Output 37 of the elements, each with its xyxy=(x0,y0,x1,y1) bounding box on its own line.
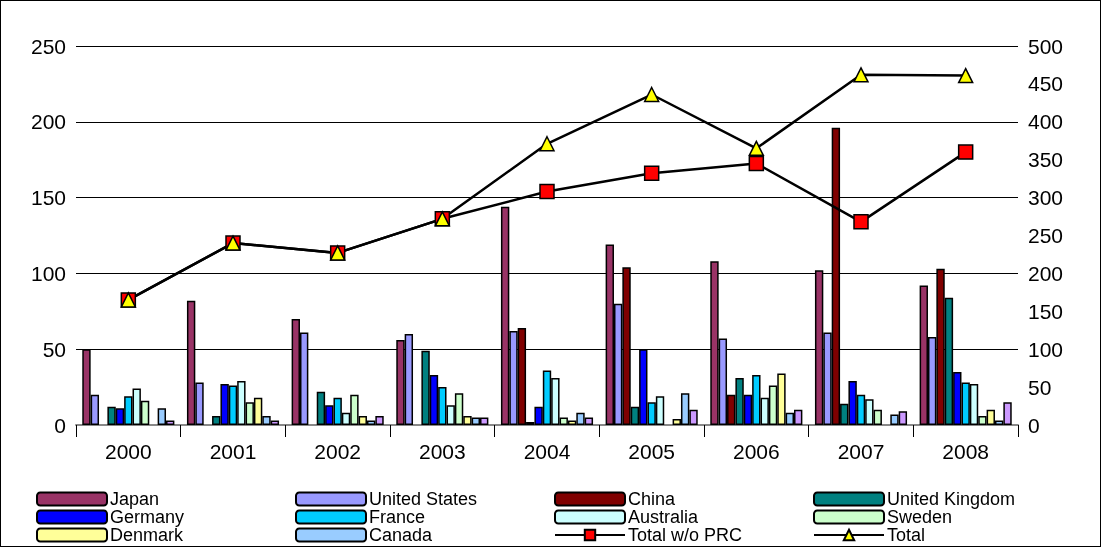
x-tick-label: 2008 xyxy=(942,440,990,463)
y-tick-label: 250 xyxy=(30,34,66,58)
legend-label: Japan xyxy=(110,489,160,509)
legend-label: France xyxy=(369,507,426,527)
y2-tick-label: 500 xyxy=(1028,34,1064,58)
y2-tick-label: 50 xyxy=(1028,375,1052,399)
y2-tick-label: 200 xyxy=(1028,261,1064,285)
legend-label: Total xyxy=(887,525,926,545)
legend-label: United States xyxy=(369,489,478,509)
legend-label: Total w/o PRC xyxy=(628,525,743,545)
legend-label: China xyxy=(628,489,677,509)
y2-tick-label: 400 xyxy=(1028,110,1064,134)
legend-label: United Kingdom xyxy=(887,489,1016,509)
legend-label: Denmark xyxy=(110,525,185,545)
x-tick-label: 2000 xyxy=(104,440,152,463)
y2-tick-label: 150 xyxy=(1028,299,1064,323)
y2-tick-label: 100 xyxy=(1028,337,1064,361)
x-tick-label: 2004 xyxy=(523,440,571,463)
y2-tick-label: 350 xyxy=(1028,148,1064,172)
y-tick-label: 0 xyxy=(54,413,66,437)
y2-tick-label: 450 xyxy=(1028,72,1064,96)
legend-label: Australia xyxy=(628,507,700,527)
y-tick-label: 200 xyxy=(30,110,66,134)
x-tick-label: 2001 xyxy=(209,440,257,463)
x-tick-label: 2002 xyxy=(314,440,362,463)
legend-label: Sweden xyxy=(887,507,953,527)
y-tick-label: 100 xyxy=(30,261,66,285)
x-tick-label: 2003 xyxy=(418,440,466,463)
x-tick-label: 2005 xyxy=(628,440,676,463)
y-tick-label: 150 xyxy=(30,186,66,210)
y2-tick-label: 300 xyxy=(1028,186,1064,210)
y2-tick-label: 0 xyxy=(1028,413,1040,437)
y2-tick-label: 250 xyxy=(1028,224,1064,247)
x-tick-label: 2007 xyxy=(837,440,885,463)
legend-label: Canada xyxy=(369,525,434,545)
y-tick-label: 50 xyxy=(42,337,66,361)
x-tick-label: 2006 xyxy=(732,440,780,463)
